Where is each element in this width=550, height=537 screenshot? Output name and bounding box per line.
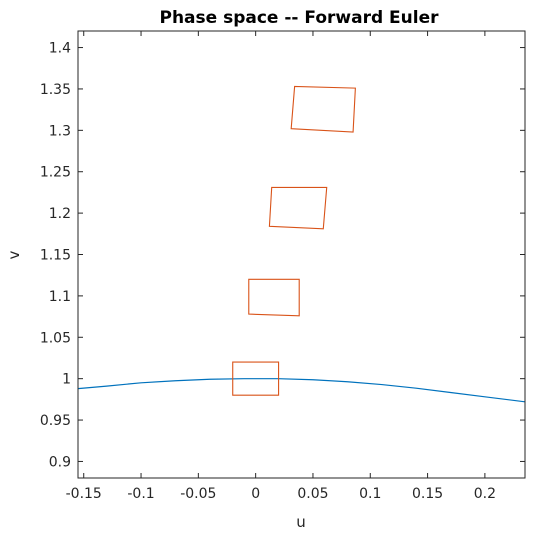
x-tick-label: 0.2 — [474, 486, 496, 502]
x-tick-label: 0.1 — [359, 486, 381, 502]
plot-area — [78, 31, 525, 478]
trajectory-line — [77, 378, 526, 403]
x-axis-ticks: -0.15 -0.1 -0.05 0 0.05 0.1 0.15 0.2 — [66, 31, 496, 502]
y-tick-label: 0.9 — [49, 454, 71, 470]
y-tick-label: 0.95 — [40, 413, 71, 429]
x-tick-label: 0.05 — [297, 486, 328, 502]
series-layer — [77, 85, 526, 403]
phase-quad-2 — [248, 278, 300, 317]
y-tick-label: 1.15 — [40, 248, 71, 264]
y-tick-label: 1.1 — [49, 289, 71, 305]
x-tick-label: -0.05 — [180, 486, 216, 502]
phase-quad-1 — [232, 361, 280, 396]
y-tick-label: 1.35 — [40, 82, 71, 98]
y-tick-label: 1.2 — [49, 206, 71, 222]
phase-quads — [232, 85, 356, 396]
x-axis-label: u — [296, 513, 306, 531]
y-tick-label: 1.4 — [49, 41, 71, 57]
phase-quad-3 — [268, 186, 328, 230]
phase-quad-4 — [290, 85, 356, 133]
y-tick-label: 1 — [62, 372, 71, 388]
x-tick-label: 0.15 — [412, 486, 443, 502]
x-tick-label: -0.15 — [66, 486, 102, 502]
y-tick-label: 1.05 — [40, 330, 71, 346]
chart-title: Phase space -- Forward Euler — [159, 8, 439, 28]
x-tick-label: 0 — [251, 486, 260, 502]
axes-box — [77, 30, 526, 479]
y-tick-label: 1.25 — [40, 165, 71, 181]
y-axis-label: v — [5, 250, 23, 259]
y-tick-label: 1.3 — [49, 123, 71, 139]
y-axis-ticks: 0.9 0.95 1 1.05 1.1 1.15 1.2 1.25 1.3 1.35 1.4 — [40, 41, 525, 470]
x-tick-label: -0.1 — [127, 486, 154, 502]
